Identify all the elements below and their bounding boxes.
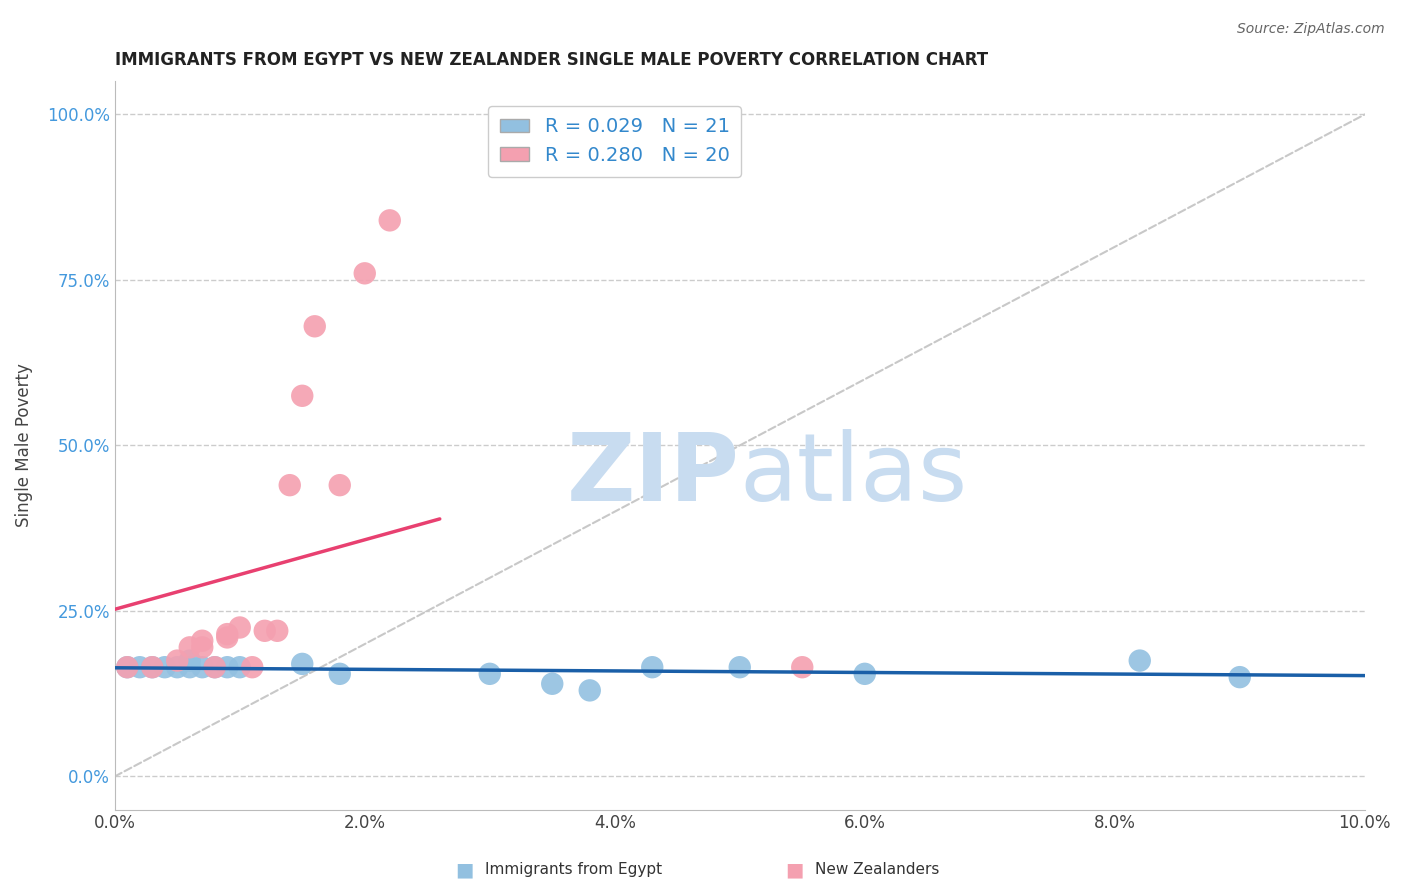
Point bbox=[128, 660, 150, 674]
Point bbox=[291, 657, 314, 671]
Legend: R = 0.029   N = 21, R = 0.280   N = 20: R = 0.029 N = 21, R = 0.280 N = 20 bbox=[488, 105, 741, 177]
Point bbox=[117, 660, 139, 674]
Point bbox=[217, 660, 239, 674]
Point bbox=[478, 666, 501, 681]
Text: Immigrants from Egypt: Immigrants from Egypt bbox=[485, 863, 662, 877]
Point bbox=[266, 624, 288, 638]
Point bbox=[240, 660, 263, 674]
Point bbox=[179, 660, 201, 674]
Text: ZIP: ZIP bbox=[567, 428, 740, 521]
Text: IMMIGRANTS FROM EGYPT VS NEW ZEALANDER SINGLE MALE POVERTY CORRELATION CHART: IMMIGRANTS FROM EGYPT VS NEW ZEALANDER S… bbox=[115, 51, 988, 69]
Point bbox=[353, 266, 375, 280]
Point bbox=[179, 654, 201, 668]
Point bbox=[728, 660, 751, 674]
Point bbox=[1229, 670, 1251, 684]
Point bbox=[792, 660, 814, 674]
Point bbox=[291, 389, 314, 403]
Point bbox=[229, 620, 252, 634]
Text: ■: ■ bbox=[454, 860, 474, 880]
Y-axis label: Single Male Poverty: Single Male Poverty bbox=[15, 364, 32, 527]
Point bbox=[329, 478, 352, 492]
Point bbox=[541, 677, 564, 691]
Point bbox=[166, 654, 188, 668]
Point bbox=[278, 478, 301, 492]
Point bbox=[578, 683, 600, 698]
Point bbox=[253, 624, 276, 638]
Point bbox=[191, 660, 214, 674]
Point bbox=[329, 666, 352, 681]
Point bbox=[204, 660, 226, 674]
Point bbox=[141, 660, 163, 674]
Point bbox=[179, 640, 201, 655]
Point bbox=[166, 660, 188, 674]
Point bbox=[1129, 654, 1152, 668]
Point bbox=[378, 213, 401, 227]
Point bbox=[141, 660, 163, 674]
Point bbox=[217, 631, 239, 645]
Text: Source: ZipAtlas.com: Source: ZipAtlas.com bbox=[1237, 22, 1385, 37]
Point bbox=[217, 627, 239, 641]
Point bbox=[304, 319, 326, 334]
Text: New Zealanders: New Zealanders bbox=[815, 863, 939, 877]
Point bbox=[641, 660, 664, 674]
Point bbox=[229, 660, 252, 674]
Point bbox=[204, 660, 226, 674]
Point bbox=[191, 633, 214, 648]
Text: ■: ■ bbox=[785, 860, 804, 880]
Point bbox=[853, 666, 876, 681]
Text: atlas: atlas bbox=[740, 428, 967, 521]
Point bbox=[191, 640, 214, 655]
Point bbox=[117, 660, 139, 674]
Point bbox=[153, 660, 176, 674]
